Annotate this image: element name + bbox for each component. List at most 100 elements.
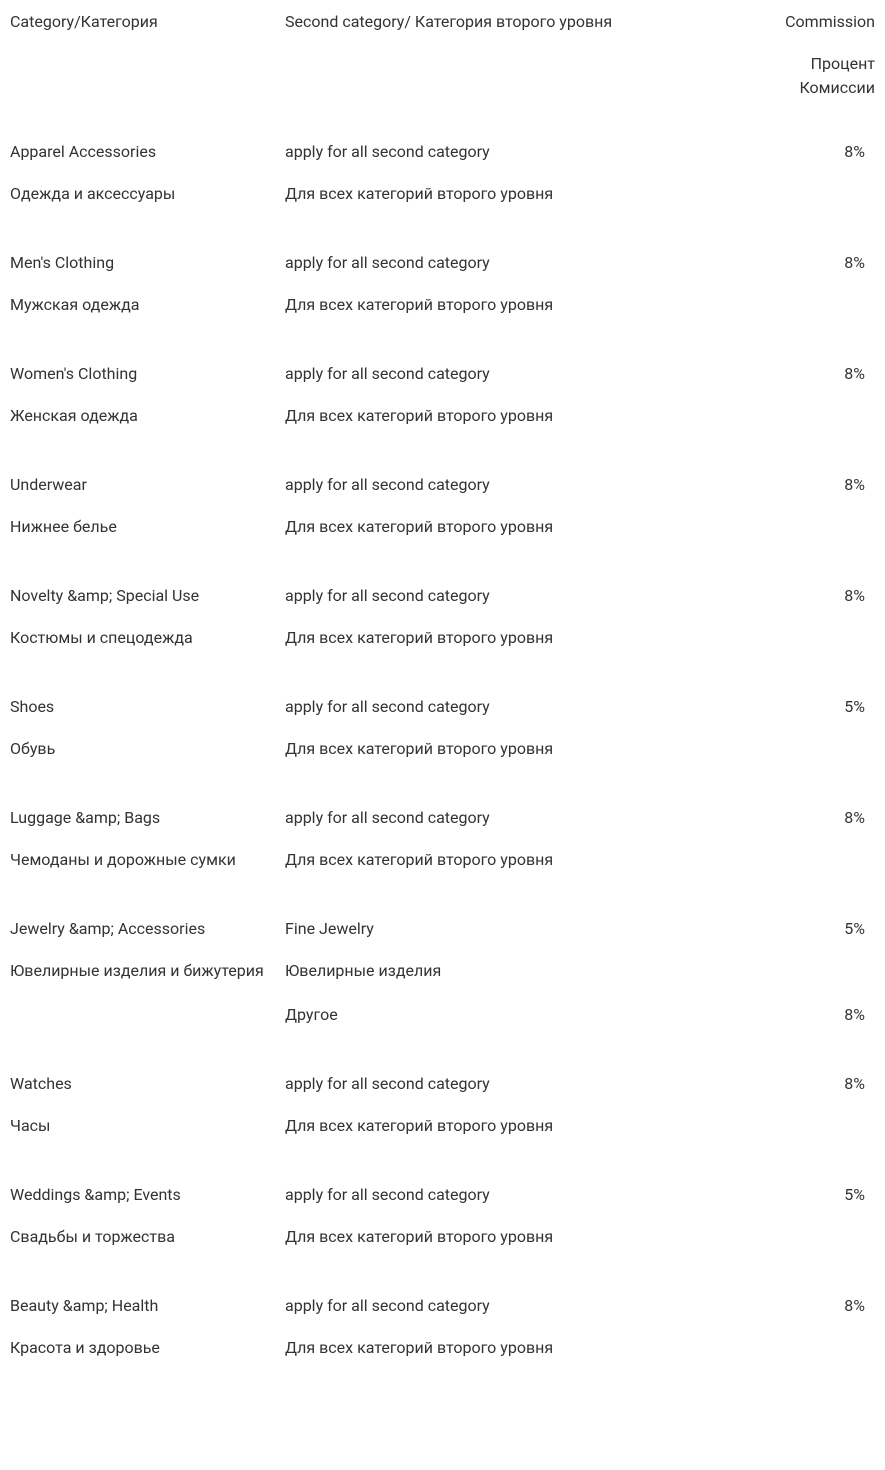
category-cell: Luggage &amp; Bags Чемоданы и дорожные су… [10, 806, 285, 872]
second-category-ru: Для всех категорий второго уровня [285, 1114, 700, 1138]
second-category-cell: Другое [285, 1003, 700, 1027]
table-subrow: Другое 8% [10, 1003, 875, 1027]
header-second-text: Second category/ Категория второго уровн… [285, 12, 612, 31]
commission-cell: 5% [700, 695, 875, 761]
second-category-ru: Для всех категорий второго уровня [285, 515, 700, 539]
second-category-cell: apply for all second categoryДля всех ка… [285, 1072, 700, 1138]
table-row: Watches Часыapply for all second category… [10, 1072, 875, 1138]
category-ru: Ювелирные изделия и бижутерия [10, 959, 285, 983]
category-cell: Novelty &amp; Special Use Костюмы и спецо… [10, 584, 285, 650]
commission-cell: 8% [700, 584, 875, 650]
category-en: Luggage &amp; Bags [10, 806, 285, 830]
commission-value: 8% [844, 253, 865, 272]
second-category-ru: Для всех категорий второго уровня [285, 293, 700, 317]
commission-value: 8% [844, 586, 865, 605]
second-category-ru: Ювелирные изделия [285, 959, 700, 983]
category-cell: Shoes Обувь [10, 695, 285, 761]
category-cell: Men's Clothing Мужская одежда [10, 251, 285, 317]
second-category-en: apply for all second category [285, 1294, 700, 1318]
category-en: Underwear [10, 473, 285, 497]
second-category-en: apply for all second category [285, 362, 700, 386]
table-row: Weddings &amp; Events Свадьбы и торжества… [10, 1183, 875, 1249]
category-en: Beauty &amp; Health [10, 1294, 285, 1318]
category-ru: Часы [10, 1114, 285, 1138]
category-en: Weddings &amp; Events [10, 1183, 285, 1207]
commission-cell: 8% [700, 1072, 875, 1138]
commission-value: 8% [844, 142, 865, 161]
second-category-cell: apply for all second category Для всех ка… [285, 695, 700, 761]
header-category: Category/Категория [10, 10, 285, 100]
category-en: Men's Clothing [10, 251, 285, 275]
second-category-en: Fine Jewelry [285, 917, 700, 941]
table-row: Apparel Accessories Одежда и аксессуарыap… [10, 140, 875, 206]
category-en: Novelty &amp; Special Use [10, 584, 285, 608]
category-en: Women's Clothing [10, 362, 285, 386]
second-category-cell: apply for all second category Для всех ка… [285, 1294, 700, 1360]
second-category-en: apply for all second category [285, 1183, 700, 1207]
commission-cell: 8% [700, 1294, 875, 1360]
category-cell: Women's Clothing Женская одежда [10, 362, 285, 428]
second-category-cell: apply for all second categoryДля всех ка… [285, 140, 700, 206]
second-category-en: apply for all second category [285, 473, 700, 497]
commission-value: 5% [844, 1185, 865, 1204]
second-category-ru: Для всех категорий второго уровня [285, 1225, 700, 1249]
category-ru: Одежда и аксессуары [10, 182, 285, 206]
second-category-cell: apply for all second category Для всех ка… [285, 362, 700, 428]
commission-value: 8% [844, 475, 865, 494]
commission-value: 8% [844, 1005, 865, 1024]
header-commission-ru1: Процент [811, 54, 875, 73]
table-row: Underwear Нижнее бельеapply for all secon… [10, 473, 875, 539]
second-category-cell: apply for all second category Для всех ка… [285, 584, 700, 650]
category-en: Apparel Accessories [10, 140, 285, 164]
category-en: Jewelry &amp; Accessories [10, 917, 285, 941]
second-category-ru: Для всех категорий второго уровня [285, 626, 700, 650]
second-category-cell: apply for all second category Для всех ка… [285, 251, 700, 317]
category-ru: Свадьбы и торжества [10, 1225, 285, 1249]
second-category-en: apply for all second category [285, 251, 700, 275]
commission-table: Category/Категория Second category/ Кате… [10, 10, 875, 1360]
empty-cell [10, 1003, 285, 1027]
table-row: Jewelry &amp; AccessoriesЮвелирные издел… [10, 917, 875, 983]
commission-value: 5% [844, 697, 865, 716]
commission-cell: 5% [700, 1183, 875, 1249]
commission-cell: 8% [700, 251, 875, 317]
category-cell: Jewelry &amp; Accessories Ювелирные издел… [10, 917, 285, 983]
second-category-ru: Для всех категорий второго уровня [285, 182, 700, 206]
commission-cell: 8% [700, 806, 875, 872]
category-cell: Weddings &amp; Events Свадьбы и торжества [10, 1183, 285, 1249]
category-ru: Обувь [10, 737, 285, 761]
category-cell: Underwear Нижнее белье [10, 473, 285, 539]
header-commission-ru2: Комиссии [799, 78, 875, 97]
table-row: Luggage &amp; Bags Чемоданы и дорожные су… [10, 806, 875, 872]
table-row: Novelty &amp; Special Use Костюмы и спецо… [10, 584, 875, 650]
second-category-en: apply for all second category [285, 695, 700, 719]
table-row: Women's Clothing Женская одеждаapply for … [10, 362, 875, 428]
second-category-en: apply for all second category [285, 584, 700, 608]
category-ru: Чемоданы и дорожные сумки [10, 848, 285, 872]
category-ru: Нижнее белье [10, 515, 285, 539]
second-category-ru: Для всех категорий второго уровня [285, 404, 700, 428]
category-ru: Костюмы и спецодежда [10, 626, 285, 650]
category-cell: Beauty &amp; HealthКрасота и здоровье [10, 1294, 285, 1360]
category-ru: Мужская одежда [10, 293, 285, 317]
second-category-cell: apply for all second category Для всех ка… [285, 806, 700, 872]
header-category-text: Category/Категория [10, 12, 158, 31]
second-category-ru: Для всех категорий второго уровня [285, 737, 700, 761]
category-cell: Watches Часы [10, 1072, 285, 1138]
second-category-ru: Для всех категорий второго уровня [285, 1336, 700, 1360]
category-en: Watches [10, 1072, 285, 1096]
category-cell: Apparel Accessories Одежда и аксессуары [10, 140, 285, 206]
commission-value: 8% [844, 1074, 865, 1093]
commission-value: 8% [844, 1296, 865, 1315]
table-row: Beauty &amp; HealthКрасота и здоровьеapp… [10, 1294, 875, 1360]
table-row: Shoes Обувьapply for all second category Д… [10, 695, 875, 761]
header-commission: Commission Процент Комиссии [700, 10, 875, 100]
commission-cell: 8% [700, 473, 875, 539]
category-en: Shoes [10, 695, 285, 719]
category-ru: Женская одежда [10, 404, 285, 428]
table-body: Apparel Accessories Одежда и аксессуары ap… [10, 140, 875, 1360]
commission-cell: 5% [700, 917, 875, 983]
second-category-en: apply for all second category [285, 806, 700, 830]
commission-value: 5% [844, 919, 865, 938]
second-category-ru: Для всех категорий второго уровня [285, 848, 700, 872]
